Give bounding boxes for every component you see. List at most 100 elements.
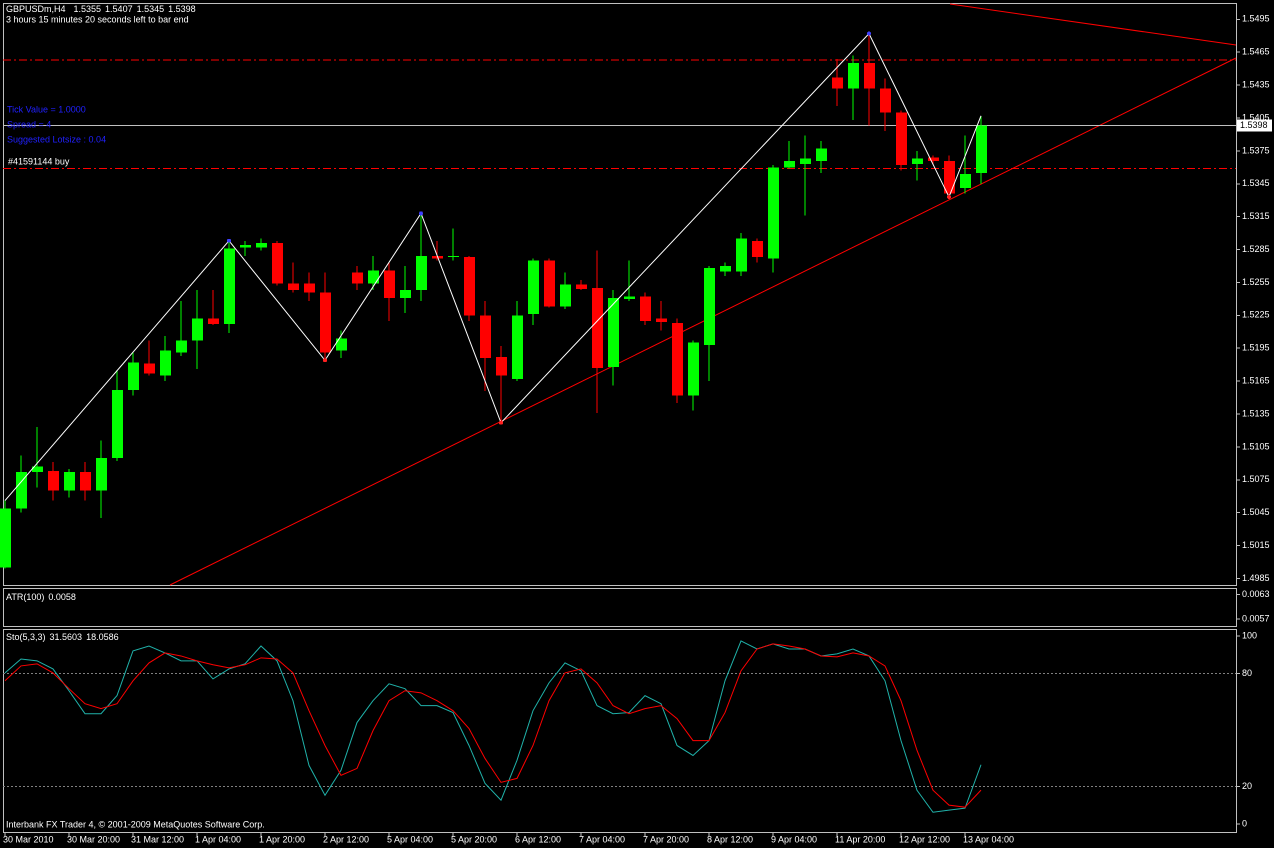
ohlc-low: 1.5345 <box>137 4 165 14</box>
candle-body <box>752 240 763 258</box>
resistance-trendline <box>949 3 1237 46</box>
zigzag-pivot <box>323 358 327 363</box>
x-tick-label: 7 Apr 20:00 <box>643 834 689 844</box>
candle-body <box>368 270 379 284</box>
candle-body <box>480 315 491 359</box>
candle-body <box>384 270 395 298</box>
zigzag-line <box>4 32 982 501</box>
stochastic-line <box>4 643 982 808</box>
candle-body <box>496 356 507 376</box>
x-tick-label: 2 Apr 12:00 <box>323 834 369 844</box>
x-tick-label: 12 Apr 12:00 <box>899 834 950 844</box>
info-text: Suggested Lotsize : 0.04 <box>7 134 106 144</box>
candle-body <box>896 112 907 166</box>
candle-body <box>336 338 347 351</box>
y-tick-label: 1.5105 <box>1242 441 1270 451</box>
candle-body <box>720 265 731 272</box>
x-tick-label: 11 Apr 20:00 <box>835 834 885 844</box>
candle-body <box>208 318 219 325</box>
x-tick-label: 5 Apr 20:00 <box>451 834 497 844</box>
candle-body <box>592 287 603 368</box>
y-tick-label: 1.5465 <box>1242 47 1270 57</box>
atr-pane <box>3 588 1237 627</box>
y-tick-label: 1.5255 <box>1242 277 1270 287</box>
candle-body <box>576 284 587 290</box>
ohlc-close: 1.5398 <box>168 4 196 14</box>
candle-body <box>176 340 187 353</box>
candle-body <box>400 290 411 298</box>
y-tick-label: 1.5345 <box>1242 178 1270 188</box>
candle-body <box>64 472 75 491</box>
main-pane <box>3 3 1237 586</box>
stoch-pane <box>3 629 1237 833</box>
y-tick-label: 1.5285 <box>1242 244 1270 254</box>
candle-body <box>912 158 923 165</box>
ohlc-open: 1.5355 <box>74 4 102 14</box>
candle-body <box>800 158 811 165</box>
candle-body <box>544 260 555 307</box>
candle-body <box>864 63 875 89</box>
candle-body <box>832 77 843 89</box>
footer: Interbank FX Trader 4, © 2001-2009 MetaQ… <box>6 819 265 829</box>
y-tick-label: 80 <box>1242 668 1252 678</box>
y-tick-label: 1.5165 <box>1242 375 1270 385</box>
y-tick-label: 100 <box>1242 630 1257 640</box>
symbol: GBPUSDm,H4 <box>6 4 66 14</box>
candle-body <box>80 472 91 491</box>
atr-title: ATR(100) 0.0058 <box>6 592 76 602</box>
candle-body <box>560 284 571 307</box>
candle-body <box>928 157 939 161</box>
atr-name: ATR(100) <box>6 592 44 602</box>
stoch-name: Sto(5,3,3) <box>6 632 46 642</box>
candle-body <box>448 256 459 258</box>
support-trendline <box>169 57 1237 586</box>
candle-body <box>688 342 699 396</box>
y-tick-label: 0.0063 <box>1242 589 1270 599</box>
candle-body <box>624 296 635 299</box>
candle-body <box>944 160 955 194</box>
x-tick-label: 1 Apr 20:00 <box>259 834 305 844</box>
x-tick-label: 1 Apr 04:00 <box>195 834 241 844</box>
order-label: #41591144 buy <box>8 156 70 166</box>
candle-body <box>512 315 523 379</box>
candle-body <box>608 297 619 367</box>
candle-body <box>464 257 475 316</box>
x-tick-label: 6 Apr 12:00 <box>515 834 561 844</box>
candle-body <box>48 470 59 491</box>
candle-body <box>352 272 363 284</box>
info-text: Spread = 4 <box>7 119 51 129</box>
y-tick-label: 1.5315 <box>1242 211 1270 221</box>
candle-body <box>224 248 235 325</box>
candle-body <box>240 245 251 248</box>
y-tick-label: 20 <box>1242 781 1252 791</box>
candle-body <box>784 160 795 168</box>
stoch-signal-value: 18.0586 <box>86 632 119 642</box>
y-tick-label: 1.5015 <box>1242 540 1270 550</box>
y-tick-label: 0.0057 <box>1242 613 1270 623</box>
candle-body <box>16 472 27 509</box>
y-tick-label: 1.5375 <box>1242 145 1270 155</box>
zigzag-pivot <box>227 238 231 243</box>
bid-label-box <box>1237 119 1272 132</box>
candle-body <box>112 389 123 458</box>
candle-body <box>528 260 539 315</box>
candle-body <box>272 242 283 284</box>
candle-body <box>320 292 331 353</box>
y-tick-label: 0 <box>1242 818 1247 828</box>
candle-body <box>256 242 267 248</box>
x-tick-label: 8 Apr 12:00 <box>707 834 753 844</box>
candle-body <box>976 125 987 173</box>
candle-body <box>816 148 827 161</box>
x-tick-label: 30 Mar 20:00 <box>67 834 120 844</box>
y-tick-label: 1.5075 <box>1242 474 1270 484</box>
candle-body <box>0 508 11 568</box>
x-tick-label: 13 Apr 04:00 <box>963 834 1014 844</box>
candle-body <box>304 283 315 293</box>
zigzag-pivot <box>419 211 423 216</box>
candle-body <box>640 296 651 321</box>
zigzag-pivot <box>947 194 951 199</box>
atr-value: 0.0058 <box>48 592 76 602</box>
candle-body <box>192 318 203 341</box>
